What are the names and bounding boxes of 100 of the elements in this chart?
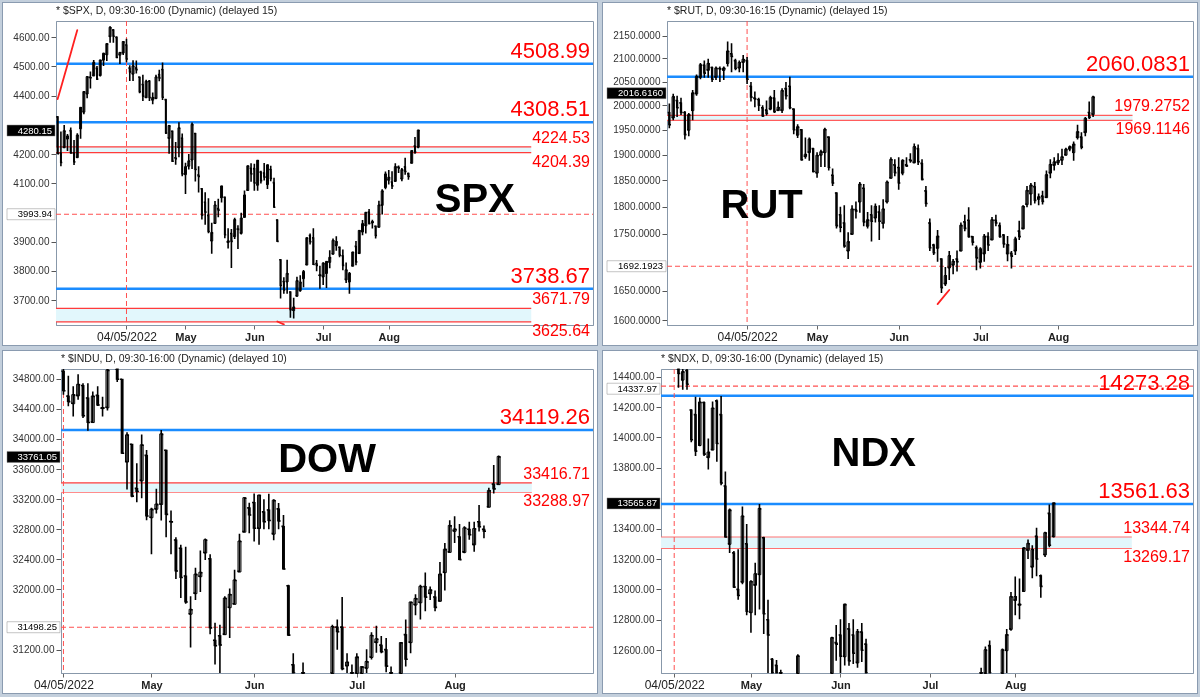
candlestick [298,274,303,293]
candlestick [304,236,309,266]
candlestick [795,653,801,674]
candlestick [256,494,262,546]
y-tick-label: 33600.00 [12,463,55,475]
line-series [936,289,951,305]
line-series [56,29,79,100]
ref-line-label: 31498.25 [17,621,57,633]
ref-line-label: 3993.94 [17,208,52,220]
x-tick-label: 04/05/2022 [96,329,158,344]
x-tick-label: Jul [922,678,939,691]
y-tick-label: 32400.00 [12,553,55,565]
candlestick [353,652,360,674]
chart-subtitle: * $NDX, D, 09:30-16:00 (Dynamic) (delayed 15) [661,352,884,364]
y-tick-label: 4400.00 [13,90,50,102]
y-tick-label: 12800.00 [612,614,655,626]
x-tick-label: Jun [831,678,852,691]
x-tick-label: 04/05/2022 [33,677,95,692]
candlestick [486,487,492,508]
ref-line-label: 1979.2752 [1114,97,1191,115]
candlestick [383,170,388,191]
candlestick [241,496,248,533]
ref-line-label: 3671.79 [532,290,591,308]
y-tick-label: 3900.00 [13,236,50,248]
y-tick-label: 32800.00 [12,523,55,535]
y-tick-label: 1650.0000 [613,285,661,297]
candlestick [329,623,336,674]
ref-line-label: 4308.51 [510,96,590,122]
y-tick-label: 1950.0000 [613,124,661,136]
y-tick-label: 32000.00 [12,583,55,595]
candlestick [321,261,326,286]
y-tick-label: 2050.0000 [613,76,661,88]
y-tick-label: 13400.00 [612,523,655,535]
y-tick-label: 14400.00 [612,371,655,383]
chart-subtitle: * $RUT, D, 09:30-16:15 (Dynamic) (delayed 15) [667,4,888,16]
x-tick-label: Jul [972,330,989,343]
chart-subtitle: * $SPX, D, 09:30-16:00 (Dynamic) (delayed 15) [56,4,278,16]
ref-line-label: 13269.17 [1123,548,1191,566]
text: 13565.87 [617,497,657,509]
ref-line-label: 3738.67 [510,262,590,288]
ref-line-label: 4508.99 [510,37,590,63]
x-tick-label: May [175,330,198,343]
x-tick-label: Aug [1047,330,1070,343]
ref-line-label: 14273.28 [1098,369,1190,395]
y-tick-label: 34000.00 [12,433,55,445]
text: 2016.6160 [618,87,663,99]
text: 4280.15 [17,124,52,136]
x-tick-label: May [141,678,164,691]
candlestick [935,229,941,263]
candlestick [1071,140,1077,162]
x-tick-label: Aug [378,330,400,343]
y-tick-label: 3800.00 [13,265,50,277]
candlestick [495,454,502,486]
y-tick-label: 1600.0000 [613,314,661,326]
y-tick-label: 2000.0000 [613,99,661,111]
y-tick-label: 4100.00 [13,177,50,189]
ref-line-label: 1692.1923 [618,260,663,272]
x-tick-label: 04/05/2022 [644,677,706,692]
candlestick [814,151,820,179]
y-tick-label: 4500.00 [13,60,50,72]
candlestick [202,537,209,561]
ref-line-label: 34119.26 [499,404,590,430]
candlestick [767,94,773,111]
y-tick-label: 1900.0000 [613,149,661,161]
candlestick [104,369,111,412]
y-tick-label: 4600.00 [13,31,50,43]
candlestick [713,65,719,81]
candlestick [437,561,443,603]
y-tick-label: 13800.00 [612,462,655,474]
ref-line-label: 13561.63 [1098,478,1190,504]
x-tick-label: Jun [245,330,265,343]
text: 33761.05 [17,450,57,462]
y-tick-label: 34400.00 [12,403,55,415]
x-tick-label: 04/05/2022 [717,329,778,344]
x-tick-label: Jul [315,330,332,343]
candlestick [471,520,478,553]
x-tick-label: May [806,330,830,343]
y-tick-label: 3700.00 [13,294,50,306]
y-tick-label: 4200.00 [13,148,50,160]
ref-line-label: 4204.39 [532,152,591,170]
candlestick [680,369,686,391]
y-tick-label: 13000.00 [612,583,655,595]
candlestick [363,211,368,235]
candlestick [1044,169,1049,199]
candlestick [294,275,300,297]
candlestick [1047,158,1053,180]
y-tick-label: 1800.0000 [613,201,661,213]
candlestick [187,595,194,649]
y-tick-label: 34800.00 [12,373,55,385]
candlestick [245,165,250,191]
y-tick-label: 14200.00 [612,401,655,413]
y-tick-label: 14000.00 [612,431,655,443]
y-tick-label: 2150.0000 [613,30,661,42]
y-tick-label: 13200.00 [612,553,655,565]
x-tick-label: Aug [444,678,466,691]
ref-line-label: 14337.97 [617,382,657,394]
ref-line-label: 13344.74 [1123,519,1191,536]
ref-line-label: 33288.97 [523,492,591,510]
x-tick-label: Aug [1005,678,1027,691]
y-tick-label: 1850.0000 [613,174,661,186]
